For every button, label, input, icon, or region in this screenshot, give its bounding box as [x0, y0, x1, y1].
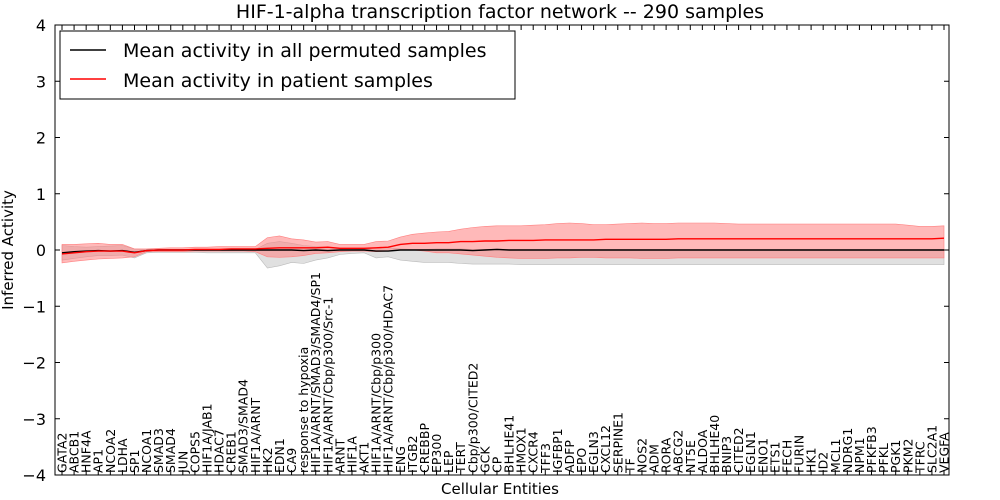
- x-tick-label: Cbp/p300/CITED2: [465, 363, 480, 473]
- x-tick-label: GCK: [477, 446, 492, 473]
- y-tick-label: 0: [36, 241, 46, 260]
- x-tick-label: SERPINE1: [610, 412, 625, 473]
- x-tick-label: TFRC: [912, 441, 927, 474]
- x-tick-label: JUN: [175, 451, 190, 474]
- x-tick-label: SMAD3/SMAD4: [236, 379, 251, 473]
- x-tick-label: ADM: [647, 444, 662, 473]
- x-tick-label: GATA2: [55, 433, 70, 473]
- x-tick-label: CXCL12: [598, 425, 613, 473]
- x-tick-label: HIF1A/ARNT/Cbp/p300/HDAC7: [381, 285, 396, 473]
- x-tick-label: AP1: [91, 449, 106, 473]
- legend: Mean activity in all permuted samples Me…: [59, 30, 516, 100]
- x-tick-label: PFKL: [876, 443, 891, 473]
- x-tick-label: NCOA2: [103, 429, 118, 473]
- legend-box: [59, 30, 516, 100]
- y-tick-label: −3: [22, 410, 46, 429]
- x-tick-label: CITED2: [731, 427, 746, 473]
- y-axis-label: Inferred Activity: [0, 190, 17, 310]
- x-tick-label: EP300: [429, 434, 444, 473]
- x-tick-label: ETS1: [767, 442, 782, 473]
- x-tick-label: ABCB1: [67, 431, 82, 473]
- chart-title: HIF-1-alpha transcription factor network…: [236, 1, 764, 23]
- confidence-bands: [61, 222, 945, 269]
- band-patient: [61, 222, 945, 264]
- x-tick-label: RORA: [659, 437, 674, 473]
- x-tick-label: BHLHE41: [502, 415, 517, 473]
- x-tick-label: SMAD3: [151, 428, 166, 473]
- x-tick-label: PKM2: [900, 439, 915, 473]
- x-tick-label: ITGB2: [405, 435, 420, 473]
- x-tick-label: FECH: [779, 440, 794, 473]
- legend-label-patient: Mean activity in patient samples: [123, 70, 433, 92]
- y-tick-label: −1: [22, 297, 46, 316]
- x-tick-label: CXCR4: [526, 431, 541, 473]
- x-tick-label: CREBBP: [417, 423, 432, 473]
- x-tick-label: ENO1: [755, 438, 770, 473]
- x-tick-label: EGLN1: [743, 431, 758, 473]
- x-tick-label: TF: [622, 458, 637, 474]
- x-axis-label: Cellular Entities: [441, 480, 559, 498]
- x-tick-label: HIF1A/ARNT/Cbp/p300: [369, 333, 384, 473]
- x-tick-label: HIF1A/JAB1: [200, 403, 215, 473]
- x-tick-label: HDAC7: [212, 429, 227, 473]
- x-tick-label: NT5E: [683, 440, 698, 473]
- plot-frame: [54, 24, 950, 476]
- y-tick-label: 3: [36, 72, 46, 91]
- x-tick-label: PFKFB3: [864, 426, 879, 473]
- x-tick-label: ARNT: [332, 438, 347, 473]
- x-tick-label: CP: [490, 456, 505, 473]
- x-axis-ticks: GATA2ABCB1HNF4AAP1NCOA2LDHASP1NCOA1SMAD3…: [55, 25, 952, 475]
- y-tick-label: 4: [36, 16, 46, 35]
- x-tick-label: SMAD4: [163, 428, 178, 473]
- x-tick-label: ENG: [393, 446, 408, 473]
- x-tick-label: ABCG2: [671, 430, 686, 473]
- y-axis-ticks: 4 3 2 1 0 −1 −2 −3 −4: [22, 16, 949, 485]
- x-tick-label: HK1: [804, 447, 819, 473]
- x-tick-label: BNIP3: [719, 436, 734, 473]
- x-tick-label: CREB1: [224, 431, 239, 473]
- x-tick-label: FURIN: [792, 435, 807, 473]
- x-tick-label: HIF1A/ARNT: [248, 397, 263, 473]
- x-tick-label: NPM1: [852, 437, 867, 473]
- series-line-patient: [61, 237, 945, 255]
- x-tick-label: HIF1A/ARNT/SMAD3/SMAD4/SP1: [308, 272, 323, 473]
- y-tick-label: −2: [22, 354, 46, 373]
- x-tick-label: NDRG1: [840, 428, 855, 473]
- y-tick-label: 1: [36, 185, 46, 204]
- x-tick-label: ALDOA: [695, 429, 710, 473]
- x-tick-label: EDN1: [272, 438, 287, 473]
- x-tick-label: NCOA1: [139, 429, 154, 473]
- x-tick-label: SLC2A1: [924, 425, 939, 473]
- x-tick-label: BHLHE40: [707, 415, 722, 473]
- legend-label-permuted: Mean activity in all permuted samples: [123, 40, 486, 62]
- x-tick-label: COPS5: [187, 431, 202, 473]
- x-tick-label: LEP: [441, 450, 456, 473]
- x-tick-label: SP1: [127, 450, 142, 473]
- x-tick-label: response to hypoxia: [296, 347, 311, 473]
- x-tick-label: HMOX1: [514, 427, 529, 473]
- x-tick-label: TERT: [453, 442, 468, 474]
- x-tick-label: CA9: [284, 448, 299, 473]
- x-tick-label: MCL1: [828, 439, 843, 473]
- x-tick-label: IGFBP1: [550, 428, 565, 473]
- y-tick-label: −4: [22, 466, 46, 485]
- x-tick-label: HIF1A/ARNT/Cbp/p300/Src-1: [320, 297, 335, 473]
- x-tick-label: AKT1: [357, 442, 372, 473]
- x-tick-label: ADFP: [562, 440, 577, 473]
- x-tick-label: HNF4A: [79, 430, 94, 473]
- x-tick-label: EPO: [574, 448, 589, 473]
- x-tick-label: TFF3: [538, 443, 553, 474]
- x-tick-label: HK2: [260, 447, 275, 473]
- series-lines: [61, 237, 945, 255]
- x-tick-label: LDHA: [115, 438, 130, 473]
- x-tick-label: NOS2: [634, 438, 649, 473]
- x-tick-label: HIF1A: [345, 436, 360, 473]
- x-tick-label: VEGFA: [937, 432, 952, 473]
- x-tick-label: EGLN3: [586, 431, 601, 473]
- y-tick-label: 2: [36, 129, 46, 148]
- x-tick-label: ID2: [816, 452, 831, 473]
- x-tick-label: PGK1: [888, 440, 903, 473]
